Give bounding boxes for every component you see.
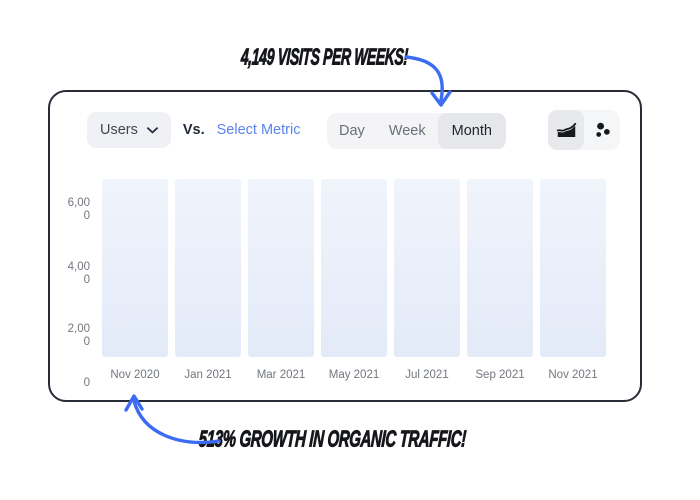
bar	[394, 179, 460, 357]
top-annotation: 4,149 VISITS PER WEEKS!	[124, 43, 524, 70]
x-axis-labels: Nov 2020 Jan 2021 Mar 2021 May 2021 Jul 2021…	[102, 369, 606, 381]
period-tab-group: Day Week Month	[327, 113, 506, 149]
tab-day[interactable]: Day	[339, 123, 365, 139]
bar	[540, 179, 606, 357]
x-axis-label: Mar 2021	[256, 369, 306, 381]
metric-toolbar: Users Vs. Select Metric	[87, 112, 300, 148]
view-toggle	[548, 110, 620, 150]
bars	[102, 179, 606, 357]
x-axis-label: Nov 2021	[548, 369, 598, 381]
metric-dropdown-value: Users	[100, 122, 138, 138]
y-axis-label: 2,000	[67, 323, 90, 348]
bottom-annotation: 513% GROWTH IN ORGANIC TRAFFIC!	[132, 425, 532, 452]
x-axis-label: May 2021	[328, 369, 380, 381]
x-axis-label: Sep 2021	[475, 369, 525, 381]
y-axis-label: 0	[83, 377, 90, 389]
select-metric-link[interactable]: Select Metric	[216, 122, 301, 138]
bar	[102, 179, 168, 357]
tab-week[interactable]: Week	[388, 123, 426, 139]
bar	[467, 179, 533, 357]
analytics-card: Users Vs. Select Metric Day Week Month	[48, 90, 642, 402]
top-annotation-text: 4,149 VISITS PER WEEKS!	[239, 43, 409, 70]
x-axis-label: Nov 2020	[110, 369, 160, 381]
x-axis-label: Jul 2021	[405, 369, 449, 381]
scatter-dots-icon	[593, 121, 612, 140]
area-chart-view-button[interactable]	[548, 110, 584, 150]
bar	[321, 179, 387, 357]
metric-dropdown[interactable]: Users	[87, 112, 171, 148]
y-axis-label: 6,000	[67, 197, 90, 222]
scatter-view-button[interactable]	[584, 110, 620, 150]
chevron-down-icon	[146, 126, 158, 134]
bar	[175, 179, 241, 357]
tab-month[interactable]: Month	[437, 113, 506, 149]
vs-label: Vs.	[182, 122, 205, 138]
bar	[248, 179, 314, 357]
y-axis-label: 4,000	[67, 261, 90, 286]
bottom-annotation-text: 513% GROWTH IN ORGANIC TRAFFIC!	[197, 425, 467, 452]
x-axis-label: Jan 2021	[184, 369, 232, 381]
area-chart-icon	[556, 121, 577, 139]
